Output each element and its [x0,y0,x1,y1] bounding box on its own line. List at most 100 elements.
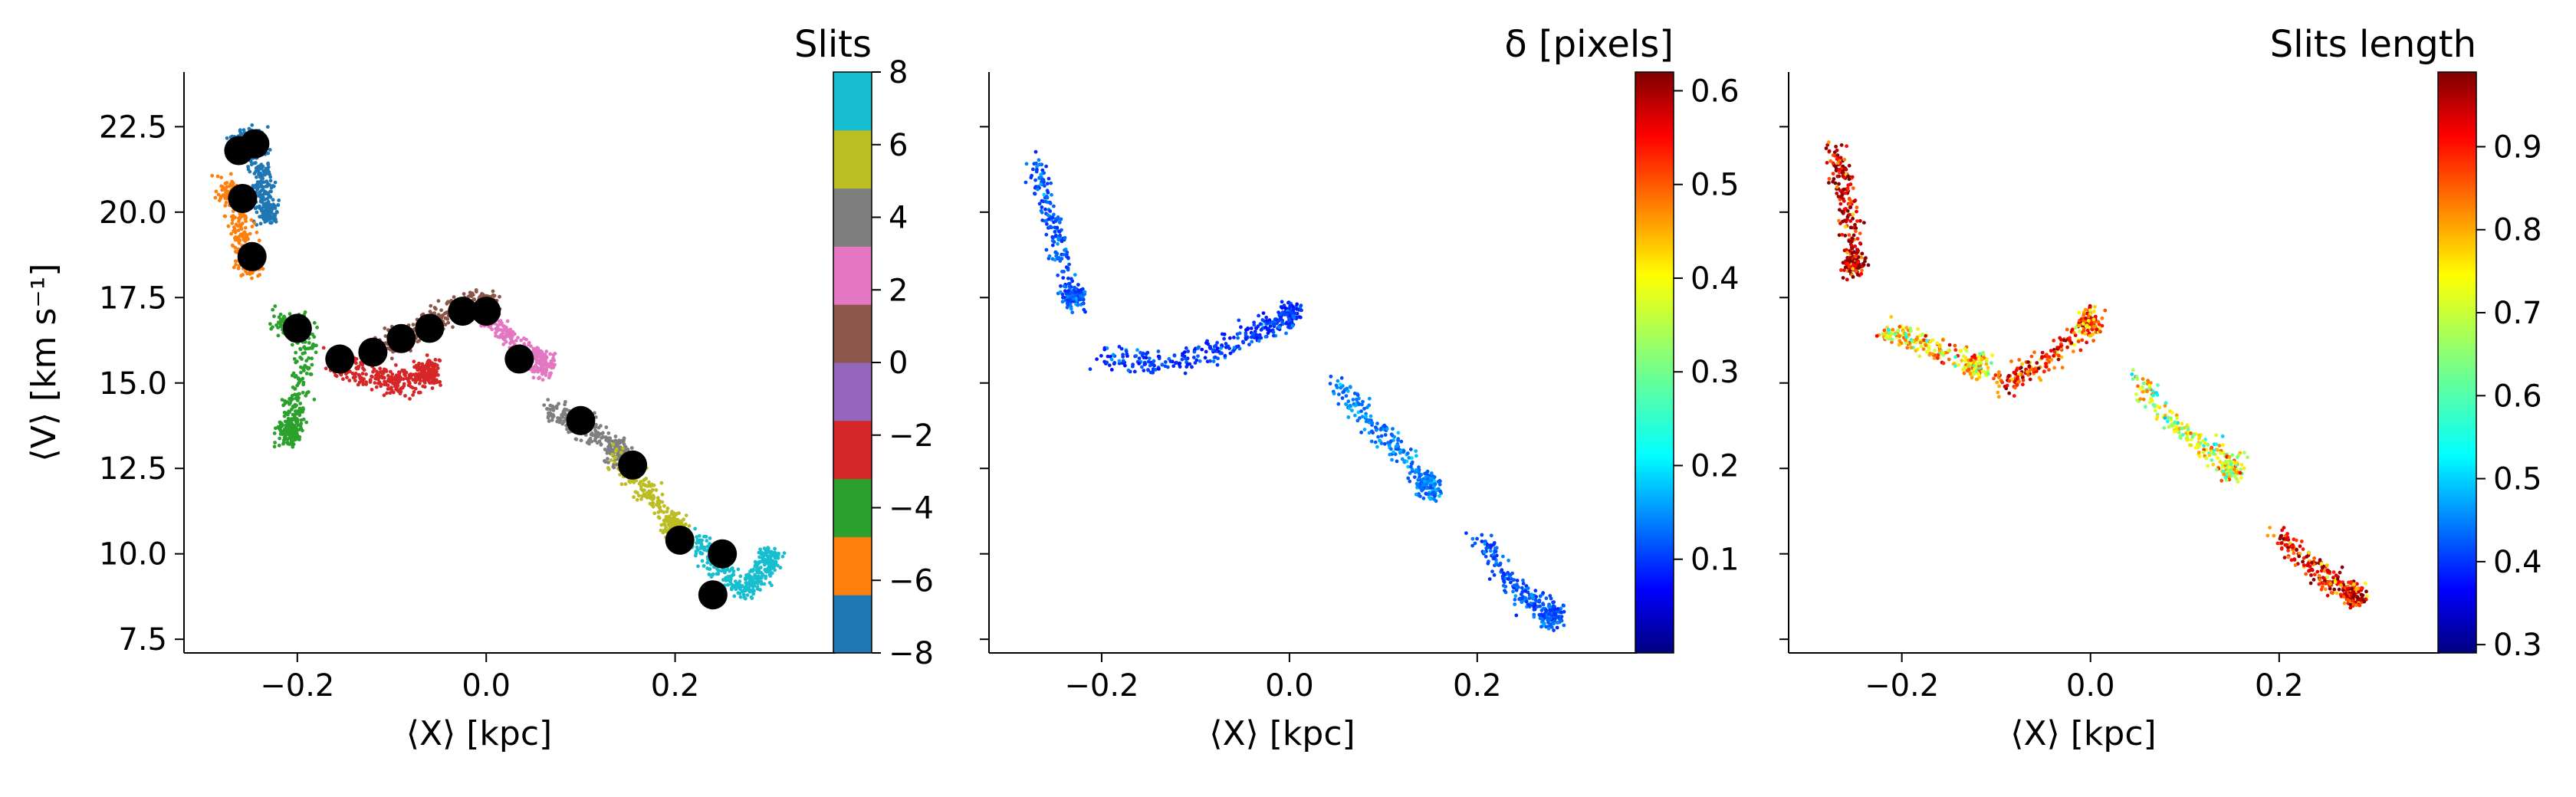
data-point [1237,318,1241,323]
data-point [435,380,440,384]
data-point [1546,612,1551,616]
data-point [1882,332,1887,336]
data-point [745,593,750,597]
slit-center-point [665,525,695,555]
data-point [1183,371,1188,376]
data-point [509,339,514,344]
data-point [665,507,670,510]
data-point [1299,303,1303,308]
data-point [1842,268,1846,272]
data-point [1831,172,1835,176]
data-point [563,411,567,415]
data-point [1064,265,1069,270]
data-point [738,579,742,583]
data-point [1548,608,1552,612]
data-point [1849,239,1854,244]
data-point [1845,261,1850,266]
data-point [548,411,553,415]
data-point [382,367,386,372]
data-point [539,358,544,362]
data-point [761,552,765,556]
data-point [232,265,236,270]
data-point [374,385,379,389]
data-point [255,230,259,235]
data-point [1181,352,1184,356]
data-point [1904,326,1909,330]
data-point [296,423,301,428]
data-point [290,373,294,378]
data-point [1074,297,1078,300]
y-axis-label: ⟨V⟩ [km s⁻¹] [25,264,64,462]
data-point [1850,251,1855,255]
data-point [1031,167,1035,172]
data-point [1859,255,1864,260]
data-point [419,375,423,379]
data-point [1044,164,1048,169]
data-point [1559,610,1563,615]
data-point [1974,377,1979,382]
data-point [1364,412,1368,416]
data-point [1974,362,1979,366]
data-point [1068,294,1073,298]
data-point [1107,363,1112,367]
data-point [1244,337,1248,341]
data-point [266,151,271,156]
data-point [1837,233,1842,238]
data-point [1053,250,1057,254]
data-point [1962,371,1967,376]
data-point [1884,336,1888,340]
data-point [2026,372,2030,377]
data-point [290,393,294,398]
data-point [1171,364,1176,369]
data-point [1223,353,1227,358]
data-point [1364,415,1368,418]
data-point [286,422,291,426]
data-point [314,350,318,355]
data-point [248,231,252,236]
data-point [1436,487,1441,491]
data-point [1339,376,1344,380]
data-point [1250,339,1254,344]
data-point [359,362,363,366]
data-point [271,184,275,188]
data-point [1549,596,1553,601]
data-point [258,215,263,218]
data-point [536,368,540,372]
data-point [435,366,440,370]
data-point [1482,550,1487,554]
data-point [496,335,501,339]
data-point [1337,392,1341,396]
x-tick-label: 0.0 [462,668,511,704]
data-point [1339,385,1343,390]
y-tick-label: 7.5 [118,622,167,658]
data-point [1257,313,1260,318]
data-point [1546,604,1551,608]
data-point [1389,447,1393,451]
data-point [1211,348,1215,353]
data-point [549,371,553,376]
data-point [297,413,302,418]
data-point [272,431,277,435]
data-point [1851,267,1855,271]
data-point [2015,382,2019,387]
slit-center-point [237,241,267,271]
data-point [232,227,237,231]
data-point [1063,235,1067,240]
data-point [1044,232,1049,237]
data-point [1222,332,1227,336]
data-point [1055,225,1060,230]
data-point [1329,374,1333,379]
data-point [1137,356,1142,360]
data-point [1033,149,1038,154]
data-point [1841,276,1845,280]
data-point [301,351,305,356]
data-point [1520,600,1524,604]
data-point [726,575,730,579]
data-point [284,432,289,436]
data-point [1284,321,1289,326]
data-point [1035,167,1039,172]
data-point [660,500,665,504]
data-point [239,227,244,231]
data-point [296,409,301,413]
data-point [1276,310,1280,314]
